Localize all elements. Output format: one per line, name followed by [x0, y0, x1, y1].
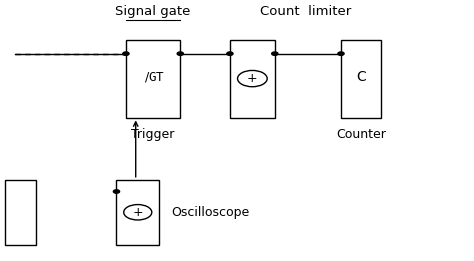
Circle shape [237, 70, 267, 87]
Text: $\it{/}$GT: $\it{/}$GT [144, 70, 164, 84]
Bar [230, 40, 275, 117]
Text: +: + [132, 206, 143, 219]
Text: C: C [356, 70, 366, 84]
Bar [341, 40, 381, 117]
Text: Counter: Counter [336, 128, 386, 141]
Bar [5, 180, 36, 245]
Circle shape [113, 190, 119, 193]
Circle shape [338, 52, 344, 55]
Circle shape [124, 205, 152, 220]
Text: Trigger: Trigger [131, 128, 175, 141]
Circle shape [123, 52, 129, 55]
Text: +: + [247, 72, 258, 85]
Text: Signal gate: Signal gate [116, 5, 191, 17]
Bar [117, 180, 159, 245]
Circle shape [177, 52, 183, 55]
Circle shape [272, 52, 278, 55]
Bar [126, 40, 180, 117]
Text: Count  limiter: Count limiter [260, 5, 351, 17]
Text: Oscilloscope: Oscilloscope [171, 206, 249, 219]
Circle shape [227, 52, 233, 55]
